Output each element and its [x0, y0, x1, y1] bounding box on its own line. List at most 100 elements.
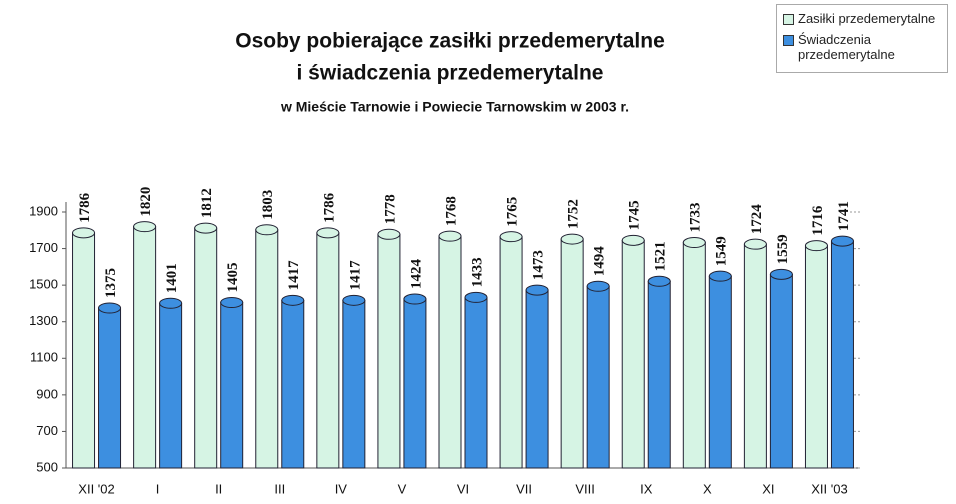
bar [621, 239, 645, 469]
value-label: 1716 [810, 205, 826, 236]
bar [499, 236, 523, 469]
chart-title: i świadczenia przedemerytalne [297, 62, 604, 85]
bar-top [255, 224, 279, 236]
y-tick-label: 1700 [29, 240, 58, 255]
bar-top [464, 291, 488, 303]
bar-top [194, 222, 218, 234]
value-label: 1741 [836, 201, 852, 231]
bar-top [560, 233, 584, 245]
value-label: 1812 [199, 188, 215, 218]
value-label: 1433 [469, 257, 485, 287]
x-tick-label: VII [516, 481, 532, 496]
bar-top [220, 297, 244, 309]
x-tick-label: XI [762, 481, 774, 496]
legend-item: Zasiłki przedemerytalne [783, 11, 941, 26]
bar-top [403, 293, 427, 305]
y-tick-label: 1300 [29, 313, 58, 328]
legend-label: Zasiłki przedemerytalne [798, 11, 936, 26]
value-label: 1559 [775, 234, 791, 264]
bar-top [621, 234, 645, 246]
legend-item: Świadczenia przedemerytalne [783, 32, 941, 62]
bar [98, 307, 122, 469]
bar [133, 226, 157, 469]
value-label: 1765 [505, 197, 521, 227]
y-tick-label: 1100 [30, 350, 58, 365]
x-tick-label: VI [457, 481, 469, 496]
value-label: 1417 [347, 260, 363, 291]
value-label: 1745 [627, 200, 643, 230]
bar [708, 275, 732, 469]
bar-top [342, 294, 366, 306]
y-tick-label: 1900 [29, 203, 58, 218]
bar [377, 233, 401, 469]
x-tick-label: VIII [575, 481, 595, 496]
value-label: 1473 [531, 250, 547, 280]
bar [316, 232, 340, 469]
bar [769, 273, 793, 469]
bar [438, 235, 462, 469]
legend-swatch [783, 14, 794, 25]
value-label: 1375 [103, 268, 119, 298]
bar-top [98, 302, 122, 314]
value-label: 1417 [286, 260, 302, 291]
bar-top [743, 238, 767, 250]
bar [804, 245, 828, 469]
value-label: 1778 [382, 194, 398, 224]
bar [586, 285, 610, 469]
bar-top [769, 268, 793, 280]
value-label: 1820 [138, 187, 154, 217]
bar [682, 242, 706, 469]
value-label: 1401 [164, 263, 180, 293]
bar [194, 227, 218, 469]
bar [647, 280, 671, 469]
bar-top [377, 228, 401, 240]
value-label: 1724 [749, 204, 765, 235]
bar-top [72, 227, 96, 239]
value-label: 1786 [321, 192, 337, 223]
y-tick-label: 700 [36, 423, 58, 438]
value-label: 1752 [566, 199, 582, 229]
value-label: 1405 [225, 263, 241, 293]
value-label: 1521 [653, 241, 669, 271]
bar-top [708, 270, 732, 282]
value-label: 1803 [260, 190, 276, 220]
bar-top [133, 221, 157, 233]
value-label: 1733 [688, 203, 704, 233]
bar-top [316, 227, 340, 239]
value-label: 1494 [592, 246, 608, 277]
bar-top [647, 275, 671, 287]
bar-top [525, 284, 549, 296]
x-tick-label: V [398, 481, 407, 496]
bar [525, 289, 549, 469]
y-tick-label: 500 [36, 459, 58, 474]
chart-title: Osoby pobierające zasiłki przedemerytaln… [235, 30, 665, 53]
bar [830, 240, 854, 469]
x-tick-label: III [274, 481, 285, 496]
bar-top [804, 240, 828, 252]
x-tick-label: IV [335, 481, 348, 496]
bar [159, 302, 183, 469]
x-tick-label: XII '03 [811, 481, 847, 496]
y-tick-label: 1500 [29, 277, 58, 292]
bar [281, 299, 305, 469]
bar [342, 299, 366, 469]
bar [743, 243, 767, 469]
bar [220, 302, 244, 469]
bar [560, 238, 584, 469]
x-tick-label: I [156, 481, 160, 496]
bar-top [281, 294, 305, 306]
bar [255, 229, 279, 469]
bar [403, 298, 427, 469]
x-tick-label: XII '02 [78, 481, 114, 496]
bar-top [499, 231, 523, 243]
legend-swatch [783, 35, 794, 46]
legend: Zasiłki przedemerytalne Świadczenia przed… [776, 4, 948, 73]
value-label: 1549 [714, 236, 730, 266]
bar-top [682, 237, 706, 249]
bar [72, 232, 96, 469]
bar-top [586, 280, 610, 292]
x-tick-label: II [215, 481, 222, 496]
value-label: 1768 [443, 196, 459, 226]
